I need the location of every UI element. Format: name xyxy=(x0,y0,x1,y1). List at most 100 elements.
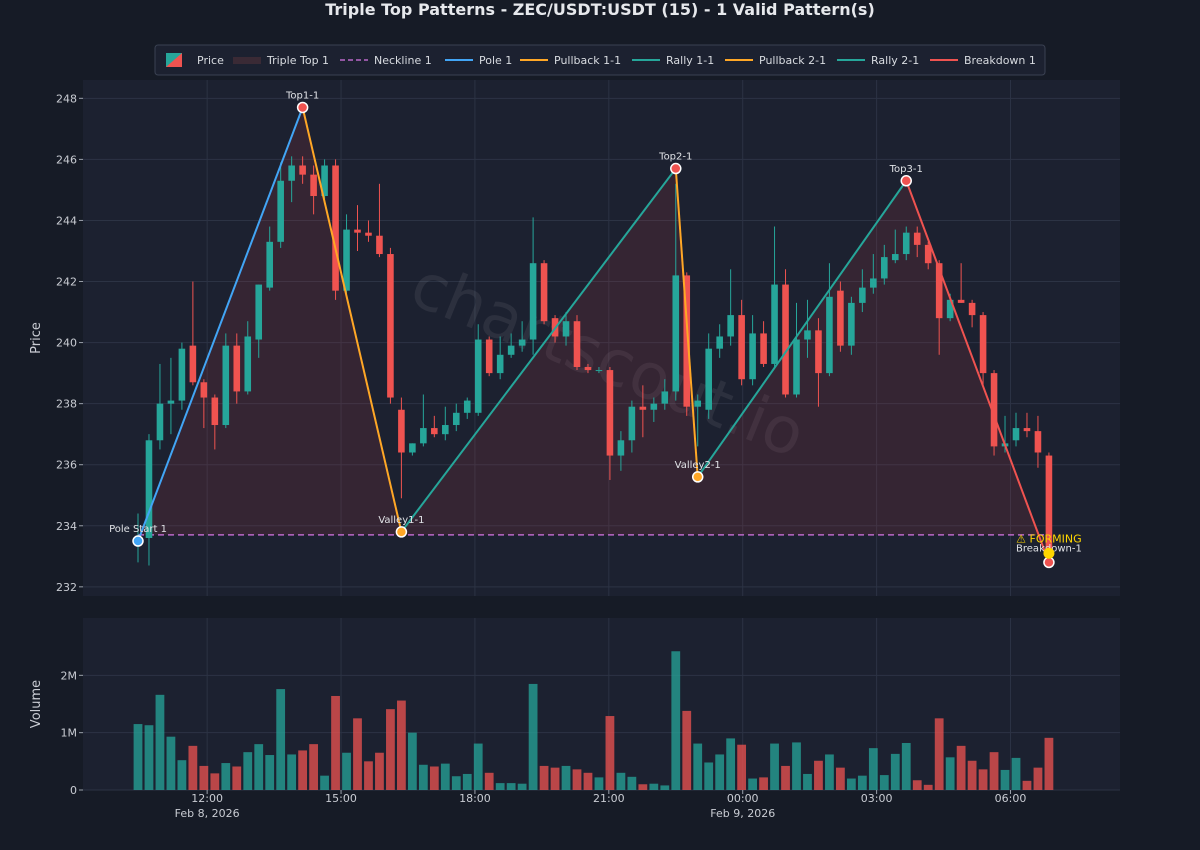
volume-bar xyxy=(572,769,582,790)
candle-body xyxy=(913,232,921,245)
candle-body xyxy=(672,275,680,392)
volume-bar xyxy=(934,718,944,790)
volume-bar xyxy=(386,709,395,790)
candle-body xyxy=(749,333,756,380)
candle-body xyxy=(628,406,636,441)
volume-bar xyxy=(484,772,494,790)
volume-bar xyxy=(1044,737,1054,790)
volume-bar xyxy=(868,748,878,790)
candle-body xyxy=(562,321,570,337)
volume-bar xyxy=(309,744,318,790)
time-tick-label: 18:00 xyxy=(459,792,491,805)
volume-bar xyxy=(221,763,231,790)
volume-bar xyxy=(989,752,999,790)
candle-body xyxy=(946,299,954,319)
volume-bar xyxy=(770,743,779,790)
candle-body xyxy=(661,391,669,404)
volume-bar xyxy=(704,762,714,790)
candle-body xyxy=(815,330,822,374)
volume-bar xyxy=(1022,780,1032,790)
pattern-point-pole_start xyxy=(132,535,144,547)
price-tick-label: 236 xyxy=(56,459,77,472)
price-axis-label: Price xyxy=(29,322,44,354)
candle-body xyxy=(1012,428,1020,441)
pattern-point-top2 xyxy=(670,162,682,175)
candle-body xyxy=(826,296,833,374)
candle-body xyxy=(573,321,581,368)
candle-body xyxy=(474,339,482,413)
candle-body xyxy=(529,263,537,340)
candle-body xyxy=(496,354,504,374)
candle-body xyxy=(145,440,153,538)
pattern-label-top1: Top1-1 xyxy=(285,90,319,101)
volume-bar xyxy=(923,784,933,790)
volume-bar xyxy=(364,761,373,790)
candle-body xyxy=(354,229,361,233)
volume-bar xyxy=(495,783,505,790)
volume-bar xyxy=(836,767,845,790)
time-tick-label: 06:00 xyxy=(995,792,1027,805)
pattern-point-valley1 xyxy=(395,526,408,538)
volume-bar xyxy=(155,694,165,790)
candle-body xyxy=(738,315,745,380)
candle-body xyxy=(299,165,306,175)
price-tick-label: 238 xyxy=(56,398,77,411)
price-tick-label: 246 xyxy=(56,153,77,166)
candle-body xyxy=(409,443,416,453)
price-tick-label: 232 xyxy=(56,581,77,594)
volume-bar xyxy=(846,778,856,790)
legend-label: Pole 1 xyxy=(479,54,512,67)
volume-bar xyxy=(945,757,955,790)
candle-body xyxy=(244,336,252,392)
volume-tick-label: 0 xyxy=(70,784,77,797)
legend-label: Pullback 2-1 xyxy=(759,54,826,67)
volume-bar xyxy=(803,773,812,790)
candle-body xyxy=(343,229,350,291)
legend-label: Pullback 1-1 xyxy=(554,54,621,67)
volume-bar xyxy=(781,765,790,790)
volume-bar xyxy=(331,695,340,790)
volume-tick-label: 2M xyxy=(61,669,78,682)
volume-bar xyxy=(418,764,428,790)
candle-body xyxy=(848,302,855,346)
legend-swatch-price-down xyxy=(166,53,182,67)
chart-title: Triple Top Patterns - ZEC/USDT:USDT (15)… xyxy=(325,0,875,19)
volume-bar xyxy=(726,738,736,790)
volume-bar xyxy=(429,766,439,790)
candle-body xyxy=(211,397,219,426)
volume-bar xyxy=(1011,757,1021,790)
candle-body xyxy=(222,345,230,426)
volume-bar xyxy=(594,777,604,790)
volume-bar xyxy=(561,765,571,790)
volume-bar xyxy=(451,776,461,790)
volume-bar xyxy=(1000,769,1010,790)
candle-body xyxy=(683,275,691,407)
candle-body xyxy=(990,373,998,447)
pattern-point-valley2 xyxy=(691,471,704,483)
volume-bar xyxy=(748,778,757,790)
candle-body xyxy=(716,336,723,349)
volume-bar xyxy=(177,760,187,790)
candle-body xyxy=(902,232,910,255)
candle-body xyxy=(452,412,460,426)
candle-body xyxy=(639,406,647,410)
candle-body xyxy=(1023,428,1031,432)
candle-body xyxy=(463,400,471,413)
pattern-point-top1 xyxy=(296,101,309,114)
legend-label: Rally 2-1 xyxy=(871,54,919,67)
candle-body xyxy=(650,403,658,410)
volume-bar xyxy=(967,760,977,790)
candle-body xyxy=(431,428,438,435)
legend-label: Triple Top 1 xyxy=(266,54,329,67)
pattern-label-pole_start: Pole Start 1 xyxy=(109,524,167,535)
forming-label: ⚠ FORMING xyxy=(1016,532,1081,545)
candle-body xyxy=(376,235,383,255)
candle-body xyxy=(760,333,767,364)
pattern-point-top3 xyxy=(900,175,912,187)
volume-bar xyxy=(232,766,242,790)
candle-body xyxy=(266,241,273,288)
candle-body xyxy=(420,428,427,444)
volume-bar xyxy=(978,769,988,790)
